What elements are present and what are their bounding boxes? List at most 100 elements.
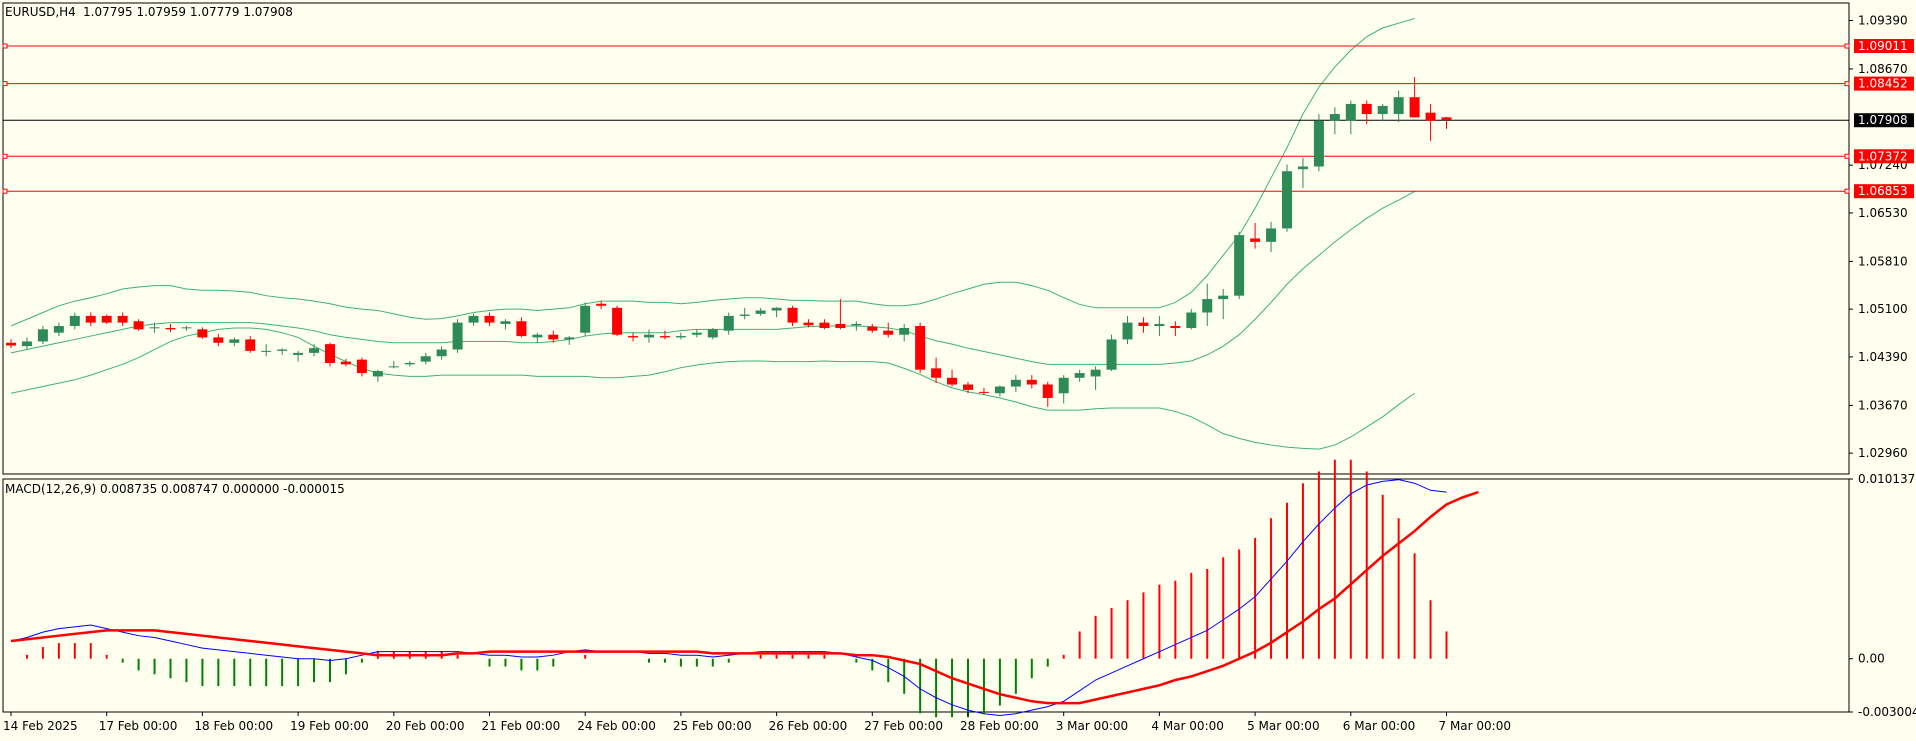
candle-bear [548,334,559,340]
candle-bull [899,327,910,335]
symbol-label: EURUSD,H4 [5,5,76,19]
candle-bull [1074,373,1085,378]
candle-bear [1425,112,1436,121]
candle-bull [53,325,64,333]
macd-tick-label: -0.003004 [1858,705,1916,719]
time-tick-label: 24 Feb 00:00 [577,719,656,733]
candle-bull [1234,235,1245,296]
macd-label: MACD(12,26,9) 0.008735 0.008747 0.000000… [5,482,345,496]
candle-bear [213,337,224,343]
candle-bull [1345,103,1356,121]
level-handle-left [2,43,8,49]
candle-bull [1122,322,1133,340]
candle-bull [580,305,591,333]
macd-panel [2,459,1850,718]
candle-bear [133,321,144,330]
candle-bear [356,359,367,374]
price-panel [2,2,1850,475]
candle-bear [1361,103,1372,115]
time-tick-label: 6 Mar 00:00 [1343,719,1416,733]
time-tick-label: 25 Feb 00:00 [673,719,752,733]
current-price-label-bg [1854,113,1914,128]
candle-bull [37,329,48,342]
candle-bull [691,332,702,335]
macd-tick-label: 0.00 [1858,652,1885,666]
candle-bull [229,339,240,343]
candle-bull [1393,97,1404,115]
candle-bear [867,326,878,331]
level-handle-right [1844,43,1850,49]
candle-bull [372,371,383,377]
candle-bull [436,349,447,357]
candle-bear [835,323,846,328]
candle-bull [1106,339,1117,370]
candle-bear [101,315,112,323]
candle-bull [1058,377,1069,394]
candle-bull [1297,166,1308,170]
candle-bear [947,377,958,385]
candle-bear [6,342,16,346]
time-tick-label: 19 Feb 00:00 [290,719,369,733]
time-tick-label: 26 Feb 00:00 [769,719,848,733]
time-tick-label: 20 Feb 00:00 [386,719,465,733]
level-price-label-bg [1854,184,1914,199]
level-price-label: 1.09011 [1858,39,1908,53]
level-handle-left [2,81,8,87]
candle-bull [1266,228,1277,242]
price-tick-label: 1.09390 [1858,13,1908,27]
time-tick-label: 18 Feb 00:00 [194,719,273,733]
candle-bear [1250,238,1261,242]
price-tick-label: 1.02960 [1858,446,1908,460]
macd-line [10,479,1447,716]
candle-bull [707,329,718,338]
candle-bear [85,315,96,323]
candle-bear [963,384,973,390]
price-tick-label: 1.05810 [1858,254,1908,268]
price-tick-label: 1.08670 [1858,62,1908,76]
candle-bull [1010,379,1021,387]
candle-bear [787,307,798,323]
macd-signal-line [10,490,1479,705]
level-handle-right [1844,81,1850,87]
candle-bear [819,322,830,328]
candle-bear [628,336,639,338]
candle-bear [883,330,894,335]
candle-bull [1218,295,1229,300]
level-price-label: 1.06853 [1858,184,1908,198]
candle-bear [978,391,989,393]
candle-bear [1042,384,1053,398]
candle-bull [532,334,543,338]
price-tick-label: 1.04390 [1858,350,1908,364]
candle-bear [915,325,926,370]
candle-bull [1090,369,1101,377]
candle-bear [484,315,495,323]
candle-bear [325,344,335,363]
level-price-label: 1.07372 [1858,149,1908,163]
candle-bull [771,307,782,311]
candle-bear [1026,379,1037,385]
time-tick-label: 7 Mar 00:00 [1439,719,1512,733]
candle-bull [261,350,272,352]
level-handle-right [1844,153,1850,159]
candle-bear [1138,322,1149,326]
candle-bull [69,315,80,326]
price-tick-label: 1.05100 [1858,302,1908,316]
time-tick-label: 27 Feb 00:00 [864,719,943,733]
time-tick-label: 5 Mar 00:00 [1247,719,1320,733]
candle-bull [994,386,1005,394]
price-tick-label: 1.06530 [1858,206,1908,220]
candle-bull [452,322,463,350]
candle-bull [1186,312,1197,328]
candle-bull [1282,171,1292,229]
time-tick-label: 14 Feb 2025 [3,719,78,733]
time-tick-label: 17 Feb 00:00 [99,719,178,733]
candle-bull [1329,114,1340,121]
ohlc-readout: 1.07795 1.07959 1.07779 1.07908 [83,5,293,19]
candle-bull [1154,323,1165,326]
level-handle-left [2,188,8,194]
candle-bear [516,321,527,337]
level-price-label: 1.08452 [1858,77,1908,91]
bollinger-lower-line [10,327,1415,450]
